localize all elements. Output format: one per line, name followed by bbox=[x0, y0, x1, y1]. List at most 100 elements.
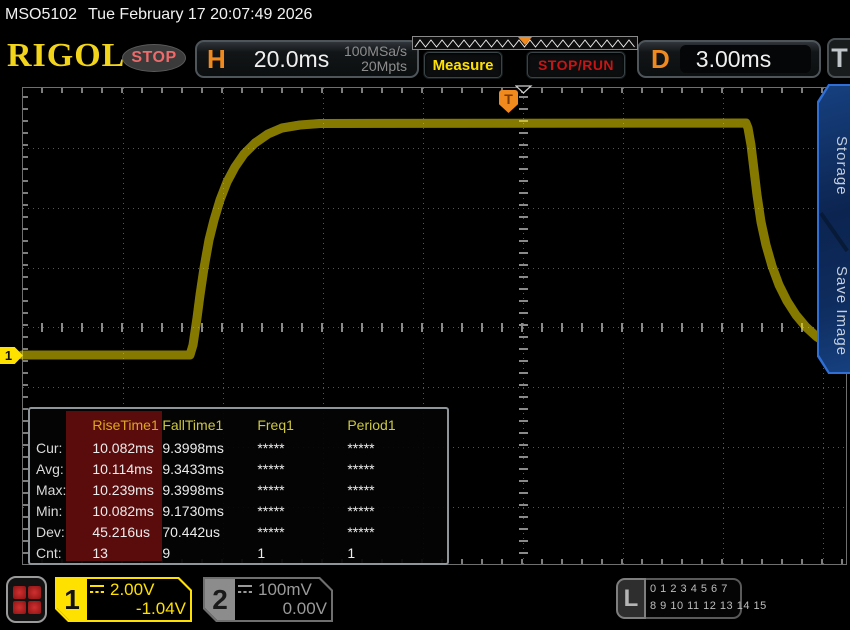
cell-value: 10.082ms bbox=[92, 502, 154, 519]
status-bar: MSO5102 Tue February 17 20:07:49 2026 bbox=[0, 0, 850, 30]
timebase-value: 20.0ms bbox=[253, 45, 330, 72]
d-label: D bbox=[651, 43, 670, 74]
cell-value: 9.3998ms bbox=[162, 439, 224, 456]
cell-value: 1 bbox=[257, 544, 266, 561]
side-tab-group: Storage Save Image bbox=[817, 84, 850, 374]
cell-value: ***** bbox=[347, 439, 375, 456]
preview-zigzag-svg bbox=[414, 39, 635, 48]
waveform-preview-bar[interactable] bbox=[412, 36, 638, 50]
menu-grid-button[interactable] bbox=[6, 576, 47, 623]
channel1-waveform-trace bbox=[17, 118, 850, 360]
row-label: Dev: bbox=[36, 523, 65, 540]
measurement-header-row: RiseTime1 FallTime1 Freq1 Period1 bbox=[32, 413, 443, 437]
channel2-offset: 0.00V bbox=[282, 599, 327, 618]
logic-row-2: 8 9 10 11 12 13 14 15 bbox=[650, 600, 767, 612]
rigol-logo: RIGOL bbox=[7, 37, 126, 74]
measurement-column-period[interactable]: Period1 bbox=[347, 417, 396, 433]
channel1-scale: 2.00V bbox=[110, 579, 155, 599]
grid-squares-icon bbox=[12, 585, 41, 614]
channel2-scale: 100mV bbox=[258, 579, 312, 599]
cell-value: 10.114ms bbox=[92, 460, 153, 477]
trigger-menu-tab[interactable]: T bbox=[827, 38, 850, 78]
cell-value: 10.082ms bbox=[92, 439, 154, 456]
grid-ticks-center-horizontal bbox=[23, 323, 846, 332]
cell-value: ***** bbox=[257, 523, 285, 540]
dc-coupling-icon bbox=[238, 585, 252, 593]
cell-value: ***** bbox=[257, 502, 285, 519]
logic-label: L bbox=[616, 578, 646, 619]
selected-measurement-highlight bbox=[66, 411, 162, 561]
cell-value: 9.3433ms bbox=[162, 460, 224, 477]
channel2-values: 100mV 0.00V bbox=[237, 579, 327, 620]
grid-ticks-top bbox=[23, 88, 846, 93]
stop-run-button-label: STOP/RUN bbox=[537, 57, 615, 73]
channel1-status-block[interactable]: 1 2.00V -1.04V bbox=[55, 577, 192, 622]
table-row: Cur: 10.082ms 9.3998ms ***** ***** bbox=[32, 437, 443, 458]
gridline-h bbox=[23, 268, 846, 269]
table-row: Avg: 10.114ms 9.3433ms ***** ***** bbox=[32, 458, 443, 479]
trigger-marker-label: T bbox=[504, 91, 513, 107]
cell-value: 9.1730ms bbox=[162, 502, 224, 519]
h-label: H bbox=[207, 43, 226, 74]
gridline-h bbox=[23, 208, 846, 209]
cell-value: ***** bbox=[347, 523, 375, 540]
cell-value: ***** bbox=[347, 460, 375, 477]
delay-settings-block[interactable]: D 3.00ms bbox=[637, 40, 821, 78]
cell-value: 10.239ms bbox=[92, 481, 154, 498]
trigger-tab-label: T bbox=[831, 42, 848, 73]
measurement-column-falltime[interactable]: FallTime1 bbox=[162, 417, 224, 433]
tab-save-image[interactable]: Save Image bbox=[833, 265, 850, 357]
measure-button-label: Measure bbox=[432, 56, 494, 74]
stop-run-button[interactable]: STOP/RUN bbox=[527, 52, 625, 78]
channel1-ground-marker[interactable]: 1 bbox=[0, 347, 23, 364]
acquisition-rates: 100MSa/s 20Mpts bbox=[344, 44, 407, 74]
channel1-offset: -1.04V bbox=[135, 599, 186, 618]
logic-channels-block[interactable]: L 0 1 2 3 4 5 6 7 8 9 10 11 12 13 14 15 bbox=[616, 578, 767, 619]
table-row: Max: 10.239ms 9.3998ms ***** ***** bbox=[32, 479, 443, 500]
datetime: Tue February 17 20:07:49 2026 bbox=[88, 6, 313, 23]
channel2-status-block[interactable]: 2 100mV 0.00V bbox=[203, 577, 333, 622]
model-name: MSO5102 bbox=[5, 6, 78, 23]
row-label: Cnt: bbox=[36, 544, 62, 561]
run-state-label: STOP bbox=[131, 49, 177, 66]
cell-value: ***** bbox=[257, 481, 285, 498]
tab-storage[interactable]: Storage bbox=[833, 136, 850, 196]
table-row: Min: 10.082ms 9.1730ms ***** ***** bbox=[32, 500, 443, 521]
cell-value: 45.216us bbox=[92, 523, 150, 540]
channel2-number: 2 bbox=[205, 579, 235, 620]
channel1-marker-label: 1 bbox=[4, 348, 13, 363]
sample-rate: 100MSa/s bbox=[343, 43, 407, 59]
cell-value: ***** bbox=[257, 439, 285, 456]
measurement-column-freq[interactable]: Freq1 bbox=[257, 417, 294, 433]
run-state-badge: STOP bbox=[122, 44, 186, 72]
delay-value: 3.00ms bbox=[679, 45, 811, 73]
gridline-h bbox=[23, 387, 846, 388]
cell-value: 70.442us bbox=[162, 523, 220, 540]
dc-coupling-icon bbox=[90, 585, 104, 593]
logic-row-1: 0 1 2 3 4 5 6 7 bbox=[650, 583, 728, 595]
cell-value: ***** bbox=[347, 481, 375, 498]
measure-button[interactable]: Measure bbox=[424, 52, 502, 78]
cell-value: ***** bbox=[257, 460, 285, 477]
horizontal-settings-block[interactable]: H 20.0ms 100MSa/s 20Mpts bbox=[195, 40, 419, 78]
trigger-preview-zigzag bbox=[414, 39, 635, 48]
row-label: Avg: bbox=[36, 460, 64, 477]
row-label: Min: bbox=[36, 502, 63, 519]
bottom-bar: 1 2.00V -1.04V 2 100mV bbox=[0, 568, 850, 630]
logic-channel-list: 0 1 2 3 4 5 6 7 8 9 10 11 12 13 14 15 bbox=[646, 578, 767, 619]
trigger-position-marker[interactable]: T bbox=[499, 90, 518, 113]
cell-value: ***** bbox=[347, 502, 375, 519]
trigger-delay-indicator-icon bbox=[515, 85, 533, 94]
measurement-table: RiseTime1 FallTime1 Freq1 Period1 Cur: 1… bbox=[28, 407, 449, 565]
memory-depth: 20Mpts bbox=[361, 58, 407, 74]
cell-value: 1 bbox=[347, 544, 356, 561]
table-row: Cnt: 13 9 1 1 bbox=[32, 542, 443, 563]
preview-trigger-position-icon[interactable] bbox=[518, 37, 532, 45]
table-row: Dev: 45.216us 70.442us ***** ***** bbox=[32, 521, 443, 542]
measurement-column-risetime[interactable]: RiseTime1 bbox=[92, 417, 159, 433]
gridline-h bbox=[23, 148, 846, 149]
row-label: Cur: bbox=[36, 439, 63, 456]
channel1-values: 2.00V -1.04V bbox=[89, 579, 186, 620]
